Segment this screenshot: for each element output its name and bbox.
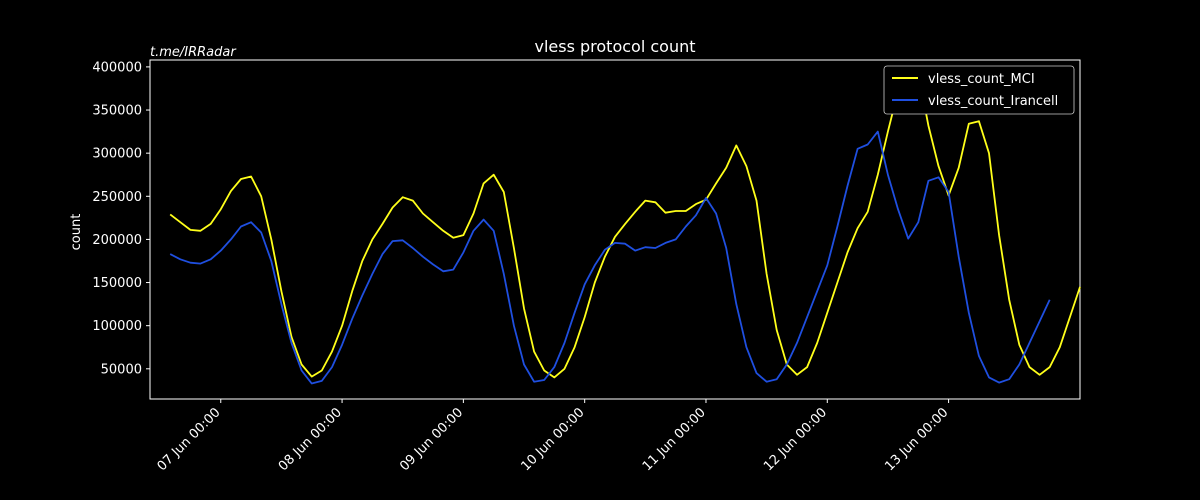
series-line-1 [169, 130, 1051, 385]
legend-box [883, 65, 1075, 115]
y-tick-label: 50000 [101, 362, 142, 377]
y-axis: 50000 100000 150000 200000 250000 300000 35000… [92, 60, 150, 377]
x-tick-label: 09 Jun 00:00 [397, 405, 466, 474]
x-tick-label: 08 Jun 00:00 [276, 405, 345, 474]
x-tick-label: 10 Jun 00:00 [518, 405, 587, 474]
legend-label-mci: vless_count_MCI [928, 72, 1035, 87]
series-line-0 [169, 72, 1081, 379]
x-tick-label: 11 Jun 00:00 [640, 405, 709, 474]
series-lines [169, 72, 1081, 385]
y-tick-label: 350000 [92, 104, 142, 119]
y-tick-label: 300000 [92, 147, 142, 162]
x-axis: 07 Jun 00:00 08 Jun 00:00 09 Jun 00:00 10 J… [155, 399, 951, 474]
y-tick-label: 200000 [92, 233, 142, 248]
chart-title: vless protocol count [534, 37, 695, 56]
x-tick-label: 12 Jun 00:00 [761, 405, 830, 474]
plot-area [149, 59, 1081, 400]
x-tick-label: 13 Jun 00:00 [882, 405, 951, 474]
legend: vless_count_MCI vless_count_Irancell [883, 65, 1075, 115]
y-tick-label: 150000 [92, 276, 142, 291]
y-tick-label: 250000 [92, 190, 142, 205]
y-axis-label: count [69, 214, 84, 251]
x-tick-label: 07 Jun 00:00 [155, 405, 224, 474]
legend-label-irancell: vless_count_Irancell [928, 94, 1058, 109]
plot-frame [149, 59, 1081, 400]
y-tick-label: 100000 [92, 319, 142, 334]
watermark: t.me/IRRadar [150, 45, 237, 60]
y-tick-label: 400000 [92, 60, 142, 75]
